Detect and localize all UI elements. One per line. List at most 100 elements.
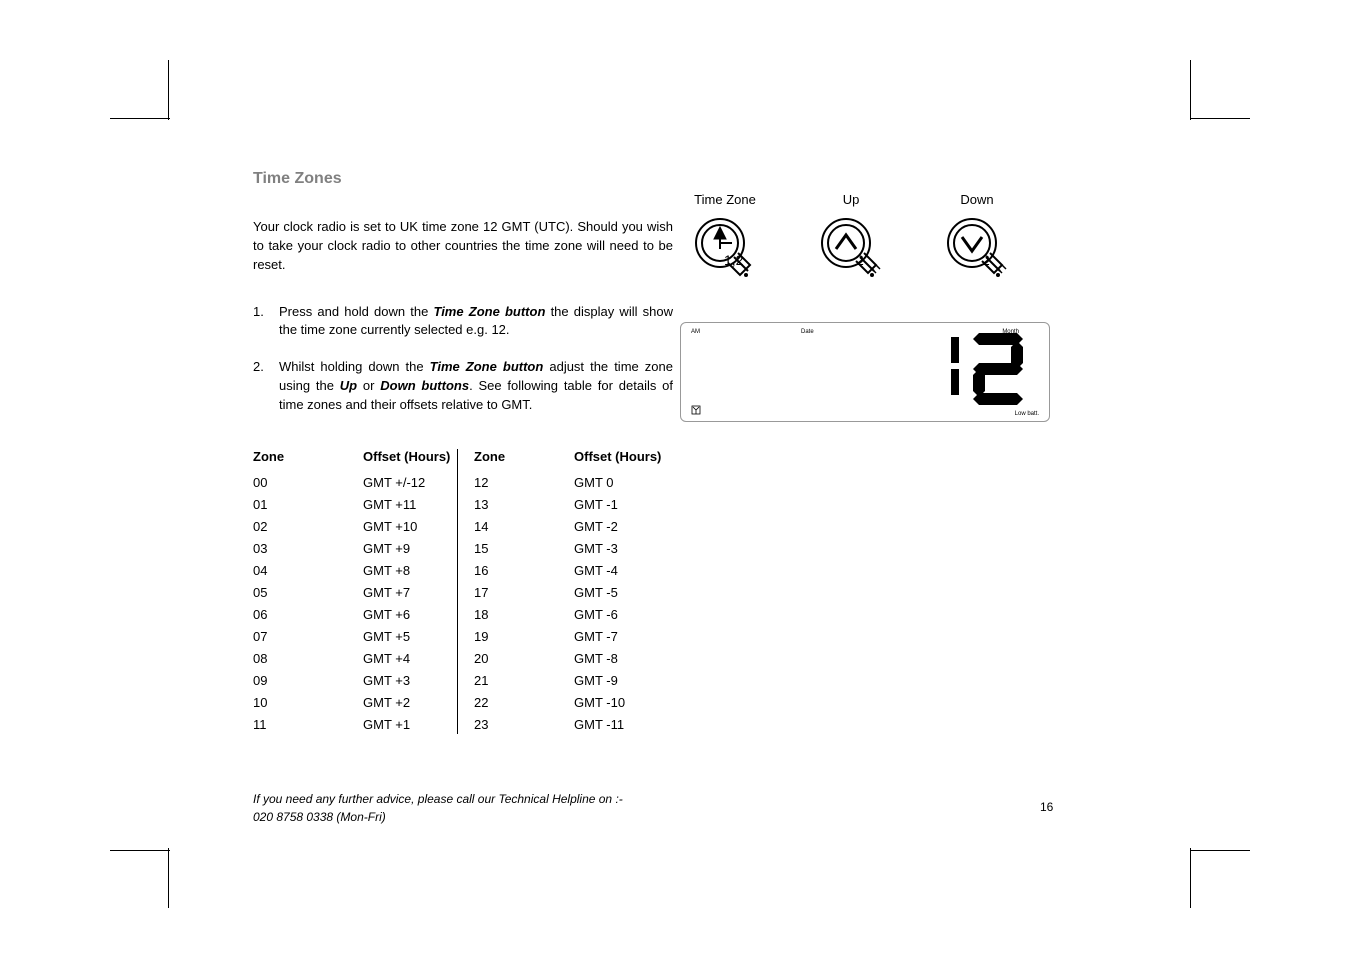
crop-mark	[1190, 118, 1250, 119]
crop-mark	[1190, 848, 1191, 908]
table-cell: 07	[253, 626, 363, 648]
table-cell: GMT +/-12	[363, 472, 455, 494]
table-cell: GMT -4	[574, 560, 666, 582]
table-cell: 06	[253, 604, 363, 626]
table-cell: GMT -7	[574, 626, 666, 648]
dial-step: 2	[982, 252, 990, 268]
lcd-digits	[939, 329, 1029, 414]
footer-helpline: If you need any further advice, please c…	[253, 790, 623, 826]
table-cell: GMT -3	[574, 538, 666, 560]
table-cell: GMT +3	[363, 670, 455, 692]
bold-text: Down buttons	[380, 378, 469, 393]
table-cell: GMT -5	[574, 582, 666, 604]
table-cell: 11	[253, 714, 363, 736]
bold-text: Time Zone button	[433, 304, 545, 319]
table-cell: GMT +5	[363, 626, 455, 648]
footer-line-1: If you need any further advice, please c…	[253, 790, 623, 808]
table-cell: GMT +9	[363, 538, 455, 560]
table-cell: 09	[253, 670, 363, 692]
step-number: 2.	[253, 358, 279, 415]
dial-icon: 1,2	[690, 213, 760, 283]
table-cell: GMT -10	[574, 692, 666, 714]
crop-mark	[110, 118, 170, 119]
step-text: Whilst holding down the Time Zone button…	[279, 358, 673, 415]
table-cell: 23	[474, 714, 574, 736]
dial-step: 1,2	[724, 252, 744, 268]
text: or	[357, 378, 380, 393]
table-cell: 19	[474, 626, 574, 648]
table-cell: 03	[253, 538, 363, 560]
page-number: 16	[1040, 800, 1053, 814]
dial-icon: 2	[816, 213, 886, 283]
step-number: 1.	[253, 303, 279, 341]
intro-paragraph: Your clock radio is set to UK time zone …	[253, 218, 673, 275]
dial-label: Time Zone	[680, 192, 770, 207]
table-cell: 16	[474, 560, 574, 582]
col-header: Zone	[253, 449, 363, 464]
lcd-am: AM	[691, 329, 700, 335]
table-cell: 00	[253, 472, 363, 494]
table-cell: GMT +2	[363, 692, 455, 714]
table-col-offset-left: Offset (Hours) GMT +/-12GMT +11GMT +10GM…	[363, 449, 455, 736]
dial-label: Up	[806, 192, 896, 207]
table-cell: 01	[253, 494, 363, 516]
table-cell: 14	[474, 516, 574, 538]
bold-text: Time Zone button	[430, 359, 544, 374]
table-cell: GMT 0	[574, 472, 666, 494]
crop-mark	[168, 848, 169, 908]
table-cell: 18	[474, 604, 574, 626]
dial-step: 2	[856, 252, 864, 268]
dial-row: Time Zone 1,2 Up 2	[680, 192, 1060, 288]
table-cell: 17	[474, 582, 574, 604]
table-cell: 02	[253, 516, 363, 538]
table-cell: 15	[474, 538, 574, 560]
crop-mark	[110, 850, 170, 851]
table-cell: GMT +4	[363, 648, 455, 670]
table-cell: GMT +7	[363, 582, 455, 604]
col-header: Offset (Hours)	[574, 449, 666, 464]
table-cell: 08	[253, 648, 363, 670]
dial-label: Down	[932, 192, 1022, 207]
table-cell: GMT -9	[574, 670, 666, 692]
lcd-signal-icon	[691, 405, 701, 417]
dial-icon: 2	[942, 213, 1012, 283]
text: Whilst holding down the	[279, 359, 430, 374]
bold-text: Up	[340, 378, 357, 393]
lcd-display: AM Date Month Low batt.	[680, 322, 1050, 422]
table-cell: 05	[253, 582, 363, 604]
table-divider	[457, 449, 458, 734]
dial-timezone: Time Zone 1,2	[680, 192, 770, 288]
col-header: Zone	[474, 449, 574, 464]
step-text: Press and hold down the Time Zone button…	[279, 303, 673, 341]
table-col-zone-right: Zone 121314151617181920212223	[466, 449, 574, 736]
text: Press and hold down the	[279, 304, 433, 319]
table-cell: GMT -6	[574, 604, 666, 626]
table-cell: 22	[474, 692, 574, 714]
dial-up: Up 2	[806, 192, 896, 288]
table-cell: GMT -1	[574, 494, 666, 516]
dial-down: Down 2	[932, 192, 1022, 288]
table-col-zone-left: Zone 000102030405060708091011	[253, 449, 363, 736]
lcd-date: Date	[801, 329, 814, 335]
table-cell: GMT +10	[363, 516, 455, 538]
col-header: Offset (Hours)	[363, 449, 455, 464]
table-cell: 12	[474, 472, 574, 494]
table-cell: GMT +11	[363, 494, 455, 516]
crop-mark	[1190, 850, 1250, 851]
step-1: 1. Press and hold down the Time Zone but…	[253, 303, 673, 341]
step-2: 2. Whilst holding down the Time Zone but…	[253, 358, 673, 415]
table-cell: 04	[253, 560, 363, 582]
table-cell: 10	[253, 692, 363, 714]
table-cell: GMT -8	[574, 648, 666, 670]
crop-mark	[168, 60, 169, 120]
crop-mark	[1190, 60, 1191, 120]
footer-line-2: 020 8758 0338 (Mon-Fri)	[253, 808, 623, 826]
diagram-panel: Time Zone 1,2 Up 2	[680, 192, 1060, 288]
table-cell: GMT -11	[574, 714, 666, 736]
table-cell: 21	[474, 670, 574, 692]
table-cell: GMT +8	[363, 560, 455, 582]
table-cell: GMT +1	[363, 714, 455, 736]
table-cell: 13	[474, 494, 574, 516]
timezone-table: Zone 000102030405060708091011 Offset (Ho…	[253, 449, 1113, 736]
table-cell: GMT -2	[574, 516, 666, 538]
